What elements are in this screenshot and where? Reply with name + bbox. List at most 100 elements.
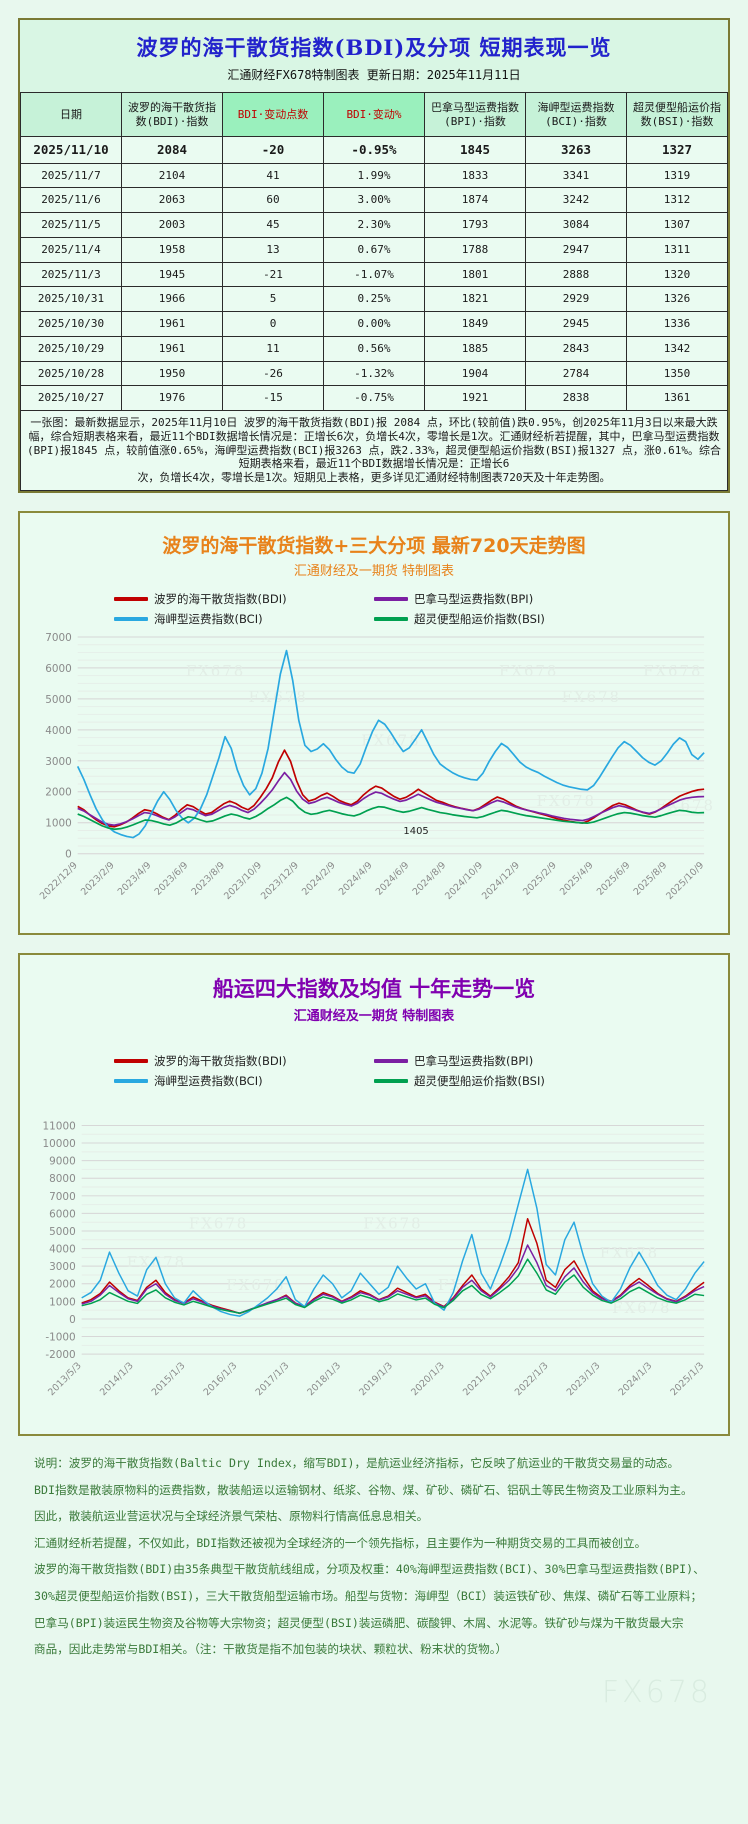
x-axis-tick-label: 2018/1/3 bbox=[305, 1361, 343, 1399]
y-axis-tick-label: 9000 bbox=[49, 1156, 76, 1168]
chart-watermark: FX678 bbox=[226, 1276, 285, 1294]
legend-label: 波罗的海干散货指数(BDI) bbox=[154, 591, 287, 606]
chart-720day-plot: 0 1000 2000 3000 4000 5000 6000 7000 FX678 FX678 F… bbox=[26, 629, 722, 927]
col-header-bci: 海岬型运费指数(BCI)·指数 bbox=[525, 92, 627, 137]
cell-bdi: 1961 bbox=[121, 311, 223, 337]
cell-bsi: 1312 bbox=[626, 187, 728, 214]
cell-bpi: 1821 bbox=[424, 286, 526, 313]
cell-bdi-change-pts: 45 bbox=[222, 212, 324, 238]
x-axis-tick-label: 2023/12/9 bbox=[259, 860, 301, 902]
cell-date: 2025/10/29 bbox=[20, 335, 122, 362]
legend-color-swatch bbox=[374, 1079, 408, 1084]
x-axis-tick-label: 2024/2/9 bbox=[300, 860, 338, 898]
chart-value-annotation: 1405 bbox=[403, 826, 428, 837]
cell-bpi: 1885 bbox=[424, 335, 526, 362]
table-title: 波罗的海干散货指数(BDI)及分项 短期表现一览 bbox=[20, 20, 728, 66]
x-axis-tick-label: 2020/1/3 bbox=[409, 1361, 447, 1399]
cell-bdi-change-pct: 3.00% bbox=[323, 187, 425, 214]
cell-bdi-change-pct: -1.07% bbox=[323, 261, 425, 288]
cell-bpi: 1788 bbox=[424, 236, 526, 263]
cell-bci: 3341 bbox=[525, 162, 627, 189]
bdi-data-table: 日期 波罗的海干散货指数(BDI)·指数 BDI·变动点数 BDI·变动% 巴拿… bbox=[20, 92, 728, 491]
y-axis-tick-label: 5000 bbox=[45, 694, 72, 706]
table-row: 2025/10/29 1961 11 0.56% 1885 2843 1342 bbox=[20, 335, 728, 362]
y-axis-tick-label: 3000 bbox=[49, 1261, 76, 1273]
table-header-row: 日期 波罗的海干散货指数(BDI)·指数 BDI·变动点数 BDI·变动% 巴拿… bbox=[20, 92, 728, 137]
chart-10year-title: 船运四大指数及均值 十年走势一览 bbox=[212, 976, 536, 1002]
table-row: 2025/10/31 1966 5 0.25% 1821 2929 1326 bbox=[20, 286, 728, 313]
x-axis-tick-label: 2022/12/9 bbox=[38, 860, 80, 902]
x-axis-tick-label: 2025/10/9 bbox=[664, 860, 706, 902]
chart-watermark: FX678 bbox=[600, 1244, 659, 1262]
cell-bdi-change-pts: -15 bbox=[222, 385, 324, 412]
legend-color-swatch bbox=[374, 1059, 408, 1064]
cell-date: 2025/10/30 bbox=[20, 311, 122, 337]
cell-bdi-change-pts: 60 bbox=[222, 187, 324, 214]
cell-bci: 2945 bbox=[525, 311, 627, 337]
summary-note-last: 次，负增长4次，零增长是1次。短期见上表格，更多详见汇通财经特制图表720天及十… bbox=[137, 471, 611, 485]
chart-watermark: FX678 bbox=[612, 1299, 671, 1317]
y-axis-tick-label: 4000 bbox=[49, 1244, 76, 1256]
cell-bci: 2784 bbox=[525, 360, 627, 387]
table-row: 2025/10/27 1976 -15 -0.75% 1921 2838 1361 bbox=[20, 385, 728, 412]
cell-bdi-change-pts: 41 bbox=[222, 162, 324, 189]
cell-bdi-change-pts: -26 bbox=[222, 360, 324, 387]
cell-bdi: 2063 bbox=[121, 187, 223, 214]
table-row: 2025/11/7 2104 41 1.99% 1833 3341 1319 bbox=[20, 162, 728, 189]
table-row: 2025/10/28 1950 -26 -1.32% 1904 2784 1350 bbox=[20, 360, 728, 387]
legend-label: 巴拿马型运费指数(BPI) bbox=[414, 1054, 534, 1069]
footer-line: BDI指数是散装原物料的运费指数，散装船运以运输钢材、纸浆、谷物、煤、矿砂、磷矿… bbox=[34, 1482, 693, 1497]
chart-10year-svg: -2000 -1000 0 1000 2000 3000 4000 5000 6000 7000 8… bbox=[43, 1121, 707, 1399]
cell-bpi: 1845 bbox=[424, 136, 526, 164]
legend-color-swatch bbox=[374, 596, 408, 601]
cell-date: 2025/11/6 bbox=[20, 187, 122, 214]
cell-bpi: 1793 bbox=[424, 212, 526, 238]
legend-color-swatch bbox=[374, 616, 408, 621]
cell-date: 2025/11/10 bbox=[20, 136, 122, 164]
legend-item: 巴拿马型运费指数(BPI) bbox=[374, 1051, 634, 1071]
cell-bdi: 1950 bbox=[121, 360, 223, 387]
legend-item: 波罗的海干散货指数(BDI) bbox=[114, 589, 374, 609]
cell-bsi: 1320 bbox=[626, 261, 728, 288]
x-axis-tick-label: 2014/1/3 bbox=[98, 1361, 136, 1399]
cell-bci: 2888 bbox=[525, 261, 627, 288]
legend-item: 超灵便型船运价指数(BSI) bbox=[374, 1071, 634, 1091]
chart-series-line bbox=[76, 649, 705, 839]
cell-date: 2025/10/31 bbox=[20, 286, 122, 313]
x-axis-tick-label: 2025/8/9 bbox=[632, 860, 670, 898]
col-header-bdi: 波罗的海干散货指数(BDI)·指数 bbox=[121, 92, 223, 137]
chart-10year-panel: 船运四大指数及均值 十年走势一览 汇通财经及一期货 特制图表 -2000 -100… bbox=[18, 953, 730, 1436]
y-axis-tick-label: 11000 bbox=[43, 1121, 76, 1133]
y-axis-tick-label: 7000 bbox=[49, 1191, 76, 1203]
chart-series-line bbox=[81, 1168, 705, 1318]
cell-bdi-change-pts: 11 bbox=[222, 335, 324, 362]
cell-date: 2025/11/4 bbox=[20, 236, 122, 263]
x-axis-tick-label: 2024/4/9 bbox=[337, 860, 375, 898]
x-axis-tick-label: 2017/1/3 bbox=[254, 1361, 292, 1399]
table-note-row: 一张图：最新数据显示，2025年11月10日 波罗的海干散货指数(BDI)报 2… bbox=[20, 410, 728, 491]
cell-bdi: 2003 bbox=[121, 212, 223, 238]
x-axis-tick-label: 2023/1/3 bbox=[565, 1361, 603, 1399]
chart-watermark: FX678 bbox=[643, 662, 702, 680]
page-root: 波罗的海干散货指数(BDI)及分项 短期表现一览 汇通财经FX678特制图表 更… bbox=[18, 18, 730, 1710]
y-axis-tick-label: 3000 bbox=[45, 756, 72, 768]
cell-bdi-change-pts: 5 bbox=[222, 286, 324, 313]
x-axis-tick-label: 2025/6/9 bbox=[595, 860, 633, 898]
chart-series-line bbox=[77, 796, 705, 830]
x-axis-tick-label: 2025/2/9 bbox=[521, 860, 559, 898]
y-axis-tick-label: 2000 bbox=[45, 787, 72, 799]
chart-watermark: FX678 bbox=[562, 688, 621, 706]
chart-watermark: FX678 bbox=[186, 662, 245, 680]
footer-line: 30%超灵便型船运价指数(BSI)，三大干散货船型运输市场。船型与货物：海岬型（… bbox=[34, 1589, 703, 1604]
legend-item: 海岬型运费指数(BCI) bbox=[114, 1071, 374, 1091]
x-axis-tick-label: 2022/1/3 bbox=[513, 1361, 551, 1399]
legend-color-swatch bbox=[114, 1059, 148, 1064]
cell-date: 2025/11/7 bbox=[20, 162, 122, 189]
chart-720day-title: 波罗的海干散货指数+三大分项 最新720天走势图 bbox=[162, 534, 586, 557]
footer-line: 巴拿马(BPI)装运民生物资及谷物等大宗物资；超灵便型(BSI)装运磷肥、碳酸钾… bbox=[34, 1615, 684, 1630]
cell-bdi-change-pct: 0.25% bbox=[323, 286, 425, 313]
legend-item: 波罗的海干散货指数(BDI) bbox=[114, 1051, 374, 1071]
x-axis-tick-label: 2024/8/9 bbox=[411, 860, 449, 898]
cell-bci: 2947 bbox=[525, 236, 627, 263]
x-axis-tick-label: 2023/4/9 bbox=[116, 860, 154, 898]
